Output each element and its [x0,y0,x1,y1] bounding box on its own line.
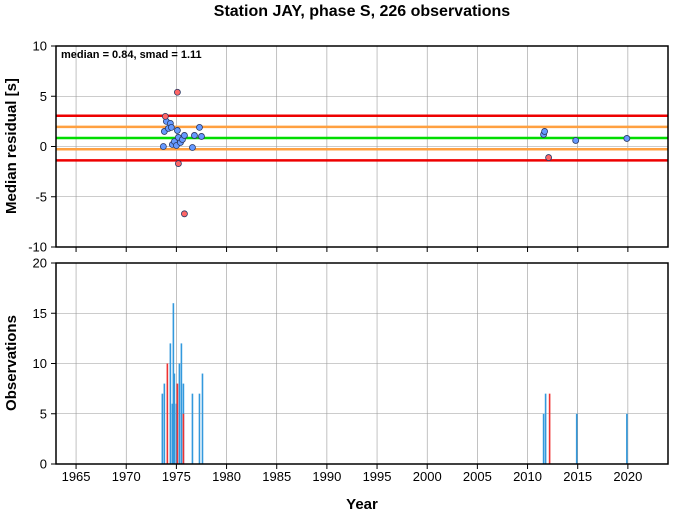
observation-bar-1-0 [166,363,169,464]
chart-title: Station JAY, phase S, 226 observations [214,3,511,20]
residual-point-0-14 [189,144,196,151]
x-tick-label-1975: 1975 [162,469,191,484]
residual-y-tick-label--5: -5 [35,189,47,204]
observation-bar-0-13 [542,413,545,464]
observation-bar-1-2 [182,413,185,464]
residual-point-0-15 [191,132,198,139]
observation-bar-0-1 [163,383,166,464]
observations-y-tick-label-10: 10 [33,356,47,371]
residual-point-1-0 [161,112,169,120]
observation-bar-0-14 [544,393,547,464]
observation-bar-0-8 [180,343,183,464]
x-tick-label-1965: 1965 [62,469,91,484]
residual-point-0-5 [167,124,175,131]
residual-panel: -10 -5 0 5 10 [28,39,669,255]
observation-bar-1-1 [176,383,179,464]
residual-point-1-2 [174,160,182,167]
observation-bar-0-6 [175,403,178,464]
residual-point-0-13 [181,132,188,139]
median-smad-annotation: median = 0.84, smad = 1.11 [61,49,202,61]
observations-panel: 1965 1970 1975 1980 1985 1990 1995 2000 2005 2010… [33,256,669,484]
observation-bar-0-11 [198,393,201,464]
observations-y-tick-label-20: 20 [33,256,47,271]
observation-bar-0-0 [161,393,164,464]
x-tick-label-2020: 2020 [613,469,642,484]
observation-bar-0-16 [626,413,628,464]
residual-point-0-21 [623,135,631,142]
observations-y-tick-label-5: 5 [40,406,47,421]
observations-panel-frame [55,262,669,465]
residual-y-tick-label--10: -10 [28,240,47,255]
residual-y-tick-label-5: 5 [40,89,47,104]
observation-bar-0-15 [575,413,578,464]
residual-point-0-9 [173,127,181,134]
observations-axis-label: Observations [3,315,20,411]
x-tick-label-1980: 1980 [212,469,241,484]
observation-bar-0-4 [172,303,175,464]
observation-bar-1-3 [548,393,551,464]
residual-y-tick-label-0: 0 [40,139,47,154]
observations-y-tick-label-15: 15 [33,306,47,321]
x-tick-label-2000: 2000 [413,469,442,484]
observation-bar-0-2 [169,343,172,464]
residual-point-1-3 [181,210,188,218]
observations-y-tick-label-0: 0 [40,457,47,472]
residual-point-0-17 [198,133,205,140]
residual-point-0-0 [159,143,167,150]
residual-point-1-4 [545,154,553,161]
observation-bar-0-10 [191,393,194,464]
residual-axis-label: Median residual [s] [3,78,20,214]
year-axis-label: Year [346,496,378,511]
residual-y-tick-label-10: 10 [33,39,47,54]
residual-point-0-16 [196,124,203,131]
x-tick-label-2005: 2005 [463,469,492,484]
residual-point-0-19 [541,128,548,135]
x-tick-label-2015: 2015 [563,469,592,484]
observation-bar-0-12 [201,373,204,464]
x-tick-label-1990: 1990 [312,469,341,484]
x-tick-label-1985: 1985 [262,469,291,484]
residual-point-0-20 [572,137,580,144]
x-tick-label-1970: 1970 [112,469,141,484]
residual-point-1-1 [173,88,181,96]
observation-bar-0-7 [178,363,181,464]
x-tick-label-1995: 1995 [363,469,392,484]
observation-bar-0-3 [171,403,174,464]
x-tick-label-2010: 2010 [513,469,542,484]
observation-bar-0-5 [173,373,176,464]
residual-panel-frame [55,45,669,248]
